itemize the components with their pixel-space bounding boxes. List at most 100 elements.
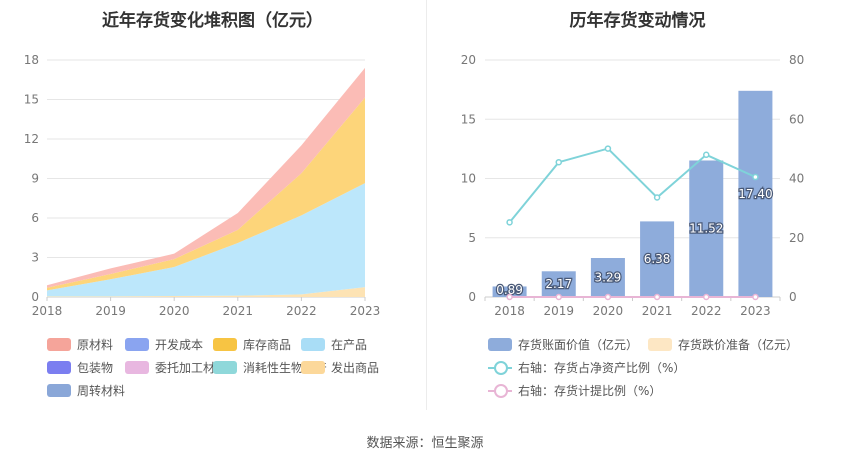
- bar-data-label: 2.17: [545, 277, 572, 291]
- legend-marker: [494, 384, 508, 398]
- x-tick-label: 2020: [159, 304, 190, 318]
- area-series: [47, 67, 365, 288]
- legend-label: 存货跌价准备（亿元）: [678, 338, 799, 352]
- x-tick-label: 2019: [95, 304, 126, 318]
- bar: [640, 221, 675, 297]
- legend-label: 在产品: [331, 338, 368, 352]
- bar: [492, 286, 527, 297]
- legend-item[interactable]: 周转材料: [47, 382, 125, 399]
- line-series-ratio: [508, 147, 756, 223]
- legend-item[interactable]: 委托加工材料: [125, 359, 227, 376]
- bar: [590, 258, 625, 297]
- legend-swatch: [488, 338, 512, 351]
- y-tick-label-right: 0: [789, 290, 797, 304]
- bar-data-label: 17.40: [738, 187, 772, 201]
- bar: [689, 160, 724, 297]
- legend-item[interactable]: 开发成本: [125, 336, 203, 353]
- legend-swatch: [213, 361, 237, 374]
- bar: [738, 90, 773, 297]
- legend-item[interactable]: 在产品: [301, 336, 367, 353]
- y-tick-label: 12: [24, 132, 39, 146]
- y-tick-label: 3: [31, 251, 39, 265]
- legend-label: 右轴：存货计提比例（%）: [518, 384, 662, 398]
- legend-item[interactable]: 右轴：存货占净资产比例（%）: [488, 359, 685, 376]
- y-tick-label-right: 20: [789, 231, 804, 245]
- legend-label: 库存商品: [243, 338, 292, 352]
- data-source: 数据来源：恒生聚源: [366, 436, 484, 451]
- x-tick-label: 2018: [494, 304, 525, 318]
- legend-label: 周转材料: [77, 384, 126, 398]
- area-series: [47, 287, 365, 297]
- bar-data-label: 0.89: [496, 283, 523, 297]
- bar-data-label: 11.52: [689, 222, 723, 236]
- legend-label: 包装物: [77, 361, 114, 375]
- legend-swatch: [301, 338, 325, 351]
- y-tick-label-right: 60: [789, 112, 804, 126]
- area-series: [47, 97, 365, 291]
- x-tick-label: 2023: [740, 304, 771, 318]
- y-tick-label: 0: [31, 290, 39, 304]
- line-point: [703, 293, 710, 301]
- y-tick-label-right: 80: [789, 53, 804, 67]
- y-tick-label-left: 0: [468, 290, 476, 304]
- line-point: [555, 293, 562, 301]
- legend-label: 开发成本: [155, 338, 204, 352]
- x-tick-label: 2022: [286, 304, 317, 318]
- legend-label: 发出商品: [331, 361, 380, 375]
- right-chart-title: 历年存货变动情况: [569, 11, 706, 31]
- legend-swatch: [125, 338, 149, 351]
- y-tick-label-left: 20: [461, 53, 476, 67]
- y-tick-label: 18: [24, 53, 39, 67]
- bar-data-label: 6.38: [644, 252, 671, 266]
- x-tick-label: 2023: [350, 304, 381, 318]
- legend-swatch: [125, 361, 149, 374]
- y-tick-label: 6: [31, 211, 39, 225]
- legend-item[interactable]: 存货账面价值（亿元）: [488, 336, 638, 353]
- left-chart-title: 近年存货变化堆积图（亿元）: [102, 11, 323, 31]
- x-tick-label: 2020: [593, 304, 624, 318]
- x-tick-label: 2019: [543, 304, 574, 318]
- legend-label: 右轴：存货占净资产比例（%）: [518, 361, 686, 375]
- line-point: [506, 293, 513, 301]
- y-tick-label-left: 15: [461, 112, 476, 126]
- x-tick-label: 2022: [691, 304, 722, 318]
- legend-swatch: [47, 338, 71, 351]
- legend-item[interactable]: 原材料: [47, 336, 113, 353]
- x-tick-label: 2021: [642, 304, 673, 318]
- line-point: [752, 293, 759, 301]
- stacked-area-chart: 0 3 6 9 12 15 18 2018 2019 2020 2021 2022 2023: [24, 53, 381, 318]
- legend-marker: [494, 361, 508, 375]
- legend-swatch: [47, 361, 71, 374]
- legend-label: 委托加工材料: [155, 361, 228, 375]
- y-tick-label: 9: [31, 172, 39, 186]
- line-point: [653, 293, 661, 301]
- panel-divider: [426, 0, 427, 410]
- line-point: [506, 219, 513, 226]
- bar-data-label: 3.29: [595, 271, 622, 285]
- line-point: [604, 145, 612, 152]
- line-point: [555, 158, 562, 166]
- legend-item[interactable]: 存货跌价准备（亿元）: [648, 336, 798, 353]
- legend-swatch: [648, 338, 672, 351]
- y-tick-label-left: 10: [461, 172, 476, 186]
- y-tick-label-left: 5: [468, 231, 476, 245]
- legend-swatch: [47, 384, 71, 397]
- legend-item[interactable]: 发出商品: [301, 359, 379, 376]
- legend-label: 原材料: [77, 338, 114, 352]
- legend-label: 存货账面价值（亿元）: [518, 338, 639, 352]
- y-tick-label-right: 40: [789, 172, 804, 186]
- legend-item[interactable]: 包装物: [47, 359, 113, 376]
- legend-swatch: [213, 338, 237, 351]
- bar: [541, 271, 576, 297]
- legend-swatch: [488, 384, 512, 398]
- line-point: [604, 293, 612, 301]
- bar-line-chart: 0 5 10 15 20 0 20 40 60 80 2018 2019 2020 2021 2022 202…: [461, 53, 805, 318]
- legend-item[interactable]: 库存商品: [213, 336, 291, 353]
- line-point: [752, 173, 759, 181]
- area-series: [47, 183, 365, 297]
- legend-swatch: [488, 361, 512, 375]
- line-point: [703, 151, 710, 159]
- legend-item[interactable]: 右轴：存货计提比例（%）: [488, 382, 661, 399]
- x-tick-label: 2018: [32, 304, 63, 318]
- x-tick-label: 2021: [223, 304, 254, 318]
